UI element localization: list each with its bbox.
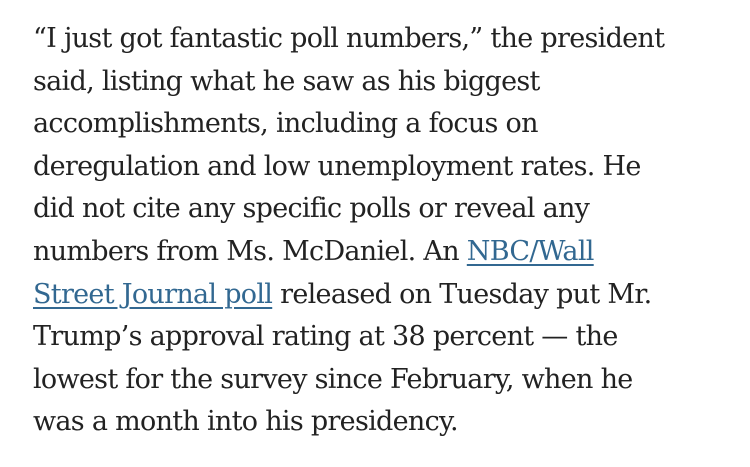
text-line: lowest for the survey since February, wh… — [33, 363, 633, 395]
text-line: numbers from Ms. McDaniel. An NBC/Wall — [33, 231, 733, 274]
poll-link[interactable]: NBC/Wall — [466, 235, 595, 267]
text-segment: numbers from Ms. McDaniel. An — [33, 235, 467, 267]
text-line: Street Journal poll released on Tuesday … — [33, 274, 733, 317]
text-segment: released on Tuesday put Mr. — [272, 278, 652, 310]
text-line: was a month into his presidency. — [33, 406, 459, 438]
text-line: deregulation and low unemployment rates.… — [33, 150, 641, 182]
poll-link[interactable]: Street Journal poll — [33, 278, 273, 310]
text-line: did not cite any specific polls or revea… — [33, 193, 590, 225]
text-line: accomplishments, including a focus on — [33, 108, 539, 140]
text-line: said, listing what he saw as his biggest — [33, 65, 540, 97]
text-line: Trump’s approval rating at 38 percent — … — [33, 321, 618, 353]
article-paragraph: “I just got fantastic poll numbers,” the… — [33, 18, 733, 444]
text-line: “I just got fantastic poll numbers,” the… — [33, 23, 665, 54]
